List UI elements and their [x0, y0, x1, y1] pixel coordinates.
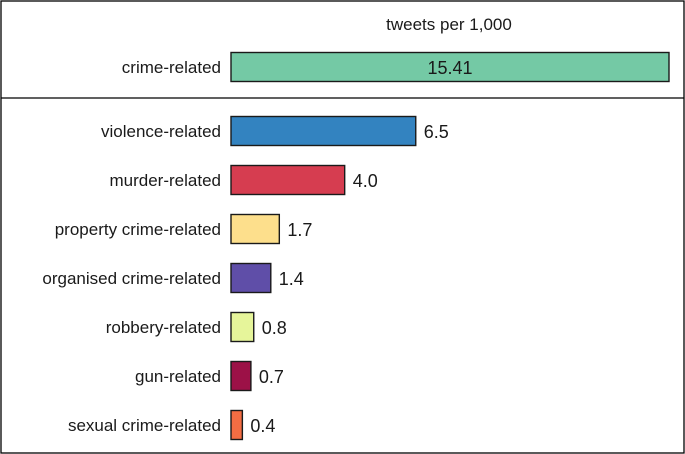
bar-row: organised crime-related 1.4: [42, 262, 304, 294]
bar: [230, 360, 252, 392]
bar-value-label: 1.7: [287, 220, 312, 240]
bar-row: robbery-related 0.8: [106, 311, 287, 343]
bar: [230, 115, 417, 147]
bar: [230, 262, 272, 294]
bar: [230, 51, 670, 83]
bar-value-label: 15.41: [427, 58, 472, 78]
bar-row: gun-related 0.7: [135, 360, 284, 392]
category-label: crime-related: [122, 58, 221, 77]
category-label: property crime-related: [55, 220, 221, 239]
category-label: murder-related: [110, 171, 222, 190]
bar-row: murder-related 4.0: [110, 164, 378, 196]
bar: [230, 311, 255, 343]
category-bars: violence-related 6.5 murder-related 4.0 prop…: [42, 115, 449, 441]
bar-value-label: 6.5: [424, 122, 449, 142]
headline-bar-group: crime-related 15.41: [122, 51, 670, 83]
bar-value-label: 0.7: [259, 367, 284, 387]
category-label: violence-related: [101, 122, 221, 141]
category-label: robbery-related: [106, 318, 221, 337]
category-label: sexual crime-related: [68, 416, 221, 435]
bar: [230, 409, 244, 441]
bar: [230, 213, 281, 245]
category-label: gun-related: [135, 367, 221, 386]
bar-row: property crime-related 1.7: [55, 213, 312, 245]
category-label: organised crime-related: [42, 269, 221, 288]
bar-row: sexual crime-related 0.4: [68, 409, 275, 441]
bar-value-label: 1.4: [279, 269, 304, 289]
bar-row: violence-related 6.5: [101, 115, 449, 147]
bar: [230, 164, 346, 196]
bar-value-label: 0.8: [262, 318, 287, 338]
chart-title: tweets per 1,000: [386, 15, 512, 34]
bar-value-label: 0.4: [250, 416, 275, 436]
bar-value-label: 4.0: [353, 171, 378, 191]
